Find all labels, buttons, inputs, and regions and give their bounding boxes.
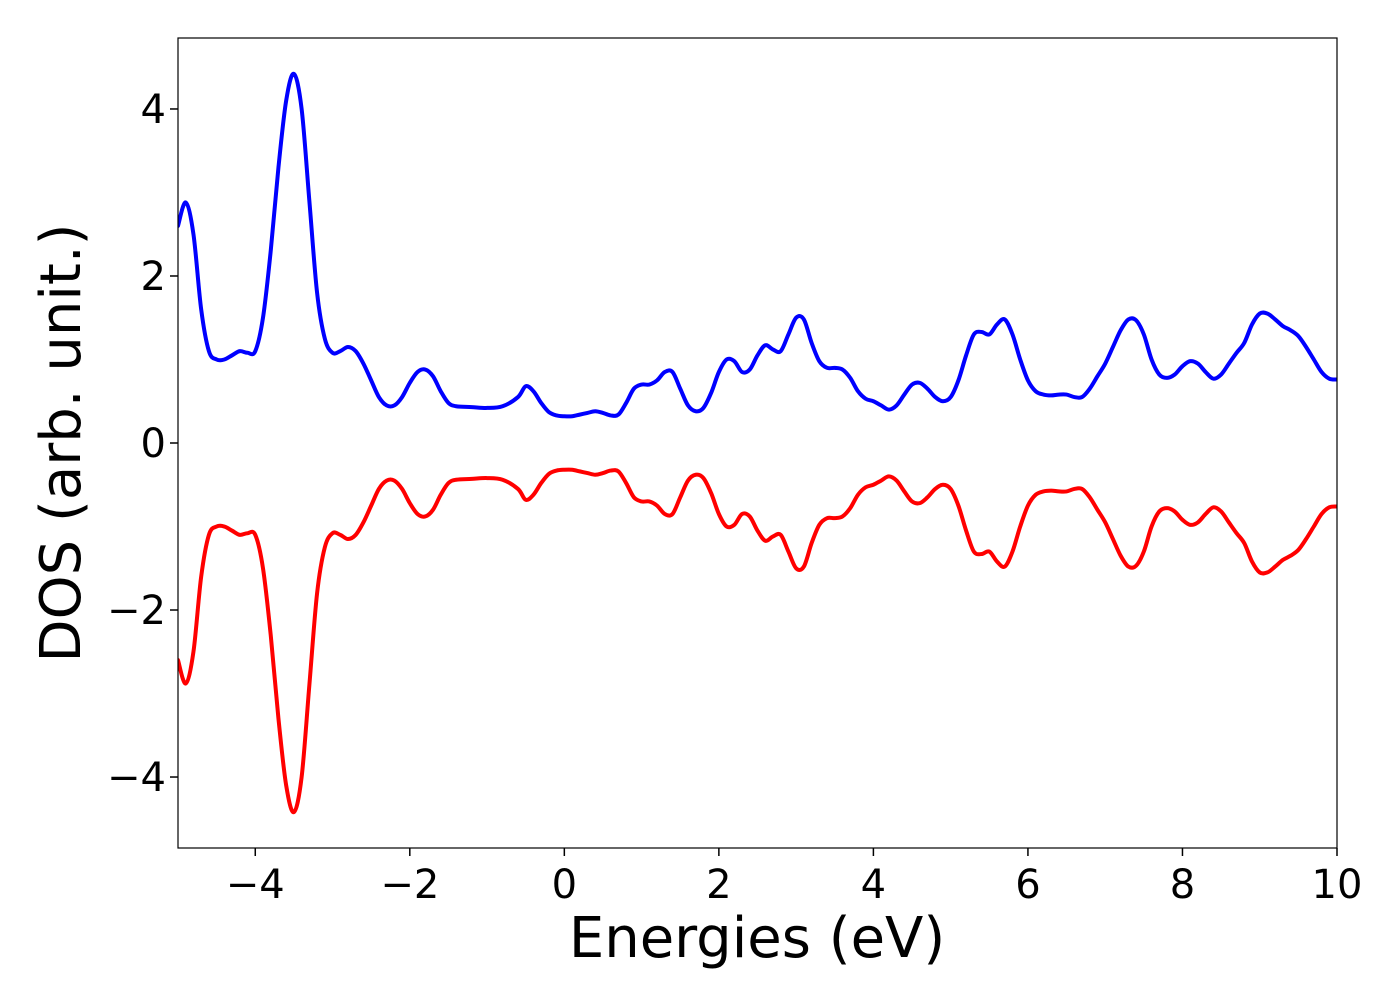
x-tick-label: −2: [380, 862, 439, 908]
x-tick-label: 8: [1170, 862, 1195, 908]
y-tick-label: 4: [141, 87, 166, 133]
y-tick-label: −2: [107, 588, 166, 634]
x-tick-label: 4: [861, 862, 886, 908]
y-tick-label: 0: [141, 421, 166, 467]
y-axis: −4 −2 0 2 4: [107, 87, 178, 801]
x-tick-label: 6: [1015, 862, 1040, 908]
series-layer: [178, 71, 1337, 815]
x-tick-label: 0: [552, 862, 577, 908]
series-line-2: [178, 467, 1337, 815]
x-tick-label: −4: [226, 862, 285, 908]
x-tick-label: 2: [706, 862, 731, 908]
y-tick-label: −4: [107, 755, 166, 801]
x-axis-label: Energies (eV): [569, 906, 945, 971]
y-axis-label: DOS (arb. unit.): [29, 223, 94, 662]
x-tick-label: 10: [1312, 862, 1363, 908]
series-line-1: [178, 71, 1337, 419]
plot-frame: [177, 37, 1338, 849]
y-tick-label: 2: [141, 254, 166, 300]
x-axis: −4 −2 0 2 4 6 8 10: [226, 848, 1363, 908]
